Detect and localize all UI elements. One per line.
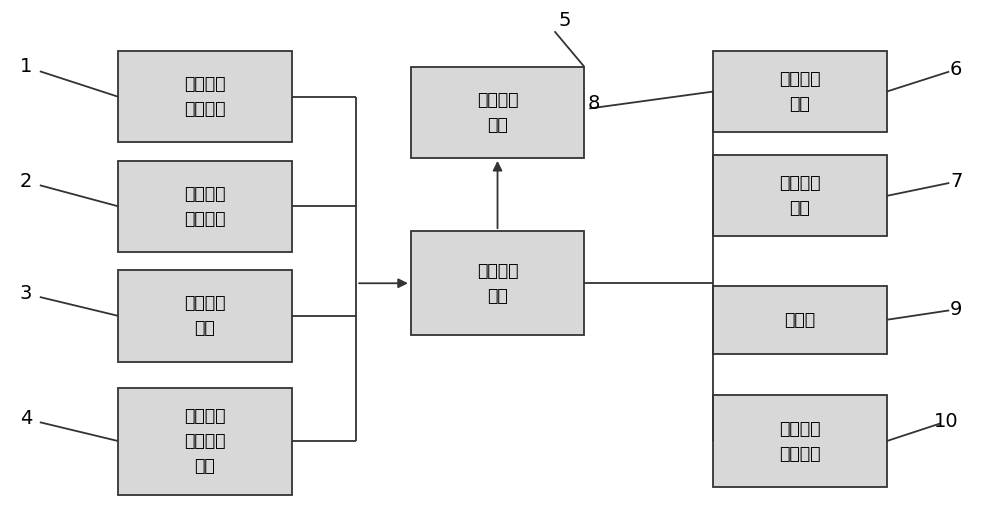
FancyBboxPatch shape (713, 155, 887, 236)
FancyBboxPatch shape (118, 51, 292, 143)
Text: 光照传感
模块: 光照传感 模块 (184, 294, 226, 338)
Text: 2: 2 (20, 172, 32, 191)
FancyBboxPatch shape (118, 161, 292, 252)
FancyBboxPatch shape (411, 67, 584, 158)
FancyBboxPatch shape (713, 51, 887, 132)
Text: 土壤湿度
传感模块: 土壤湿度 传感模块 (184, 185, 226, 228)
FancyBboxPatch shape (118, 270, 292, 361)
Text: 土壤温度
传感模块: 土壤温度 传感模块 (184, 75, 226, 118)
Text: 遮阳棚: 遮阳棚 (784, 311, 816, 329)
Text: 土壤温度
调节装置: 土壤温度 调节装置 (779, 420, 821, 463)
Text: 7: 7 (950, 172, 962, 191)
FancyBboxPatch shape (713, 286, 887, 354)
FancyBboxPatch shape (713, 395, 887, 487)
FancyBboxPatch shape (411, 231, 584, 335)
Text: 浇灌控制
模块: 浇灌控制 模块 (779, 70, 821, 113)
Text: 9: 9 (950, 300, 962, 319)
Text: 6: 6 (950, 60, 962, 79)
Text: 声音产生
模块: 声音产生 模块 (477, 91, 518, 134)
Text: 10: 10 (934, 412, 959, 431)
Text: 1: 1 (20, 57, 32, 76)
Text: 5: 5 (558, 11, 571, 30)
FancyBboxPatch shape (118, 387, 292, 494)
Text: 8: 8 (588, 94, 600, 113)
Text: 光谱发生
模块: 光谱发生 模块 (779, 174, 821, 217)
Text: 植物色泽
检测传感
模块: 植物色泽 检测传感 模块 (184, 407, 226, 475)
Text: 3: 3 (20, 284, 32, 303)
Text: 4: 4 (20, 409, 32, 428)
Text: 智能控制
模块: 智能控制 模块 (477, 262, 518, 305)
